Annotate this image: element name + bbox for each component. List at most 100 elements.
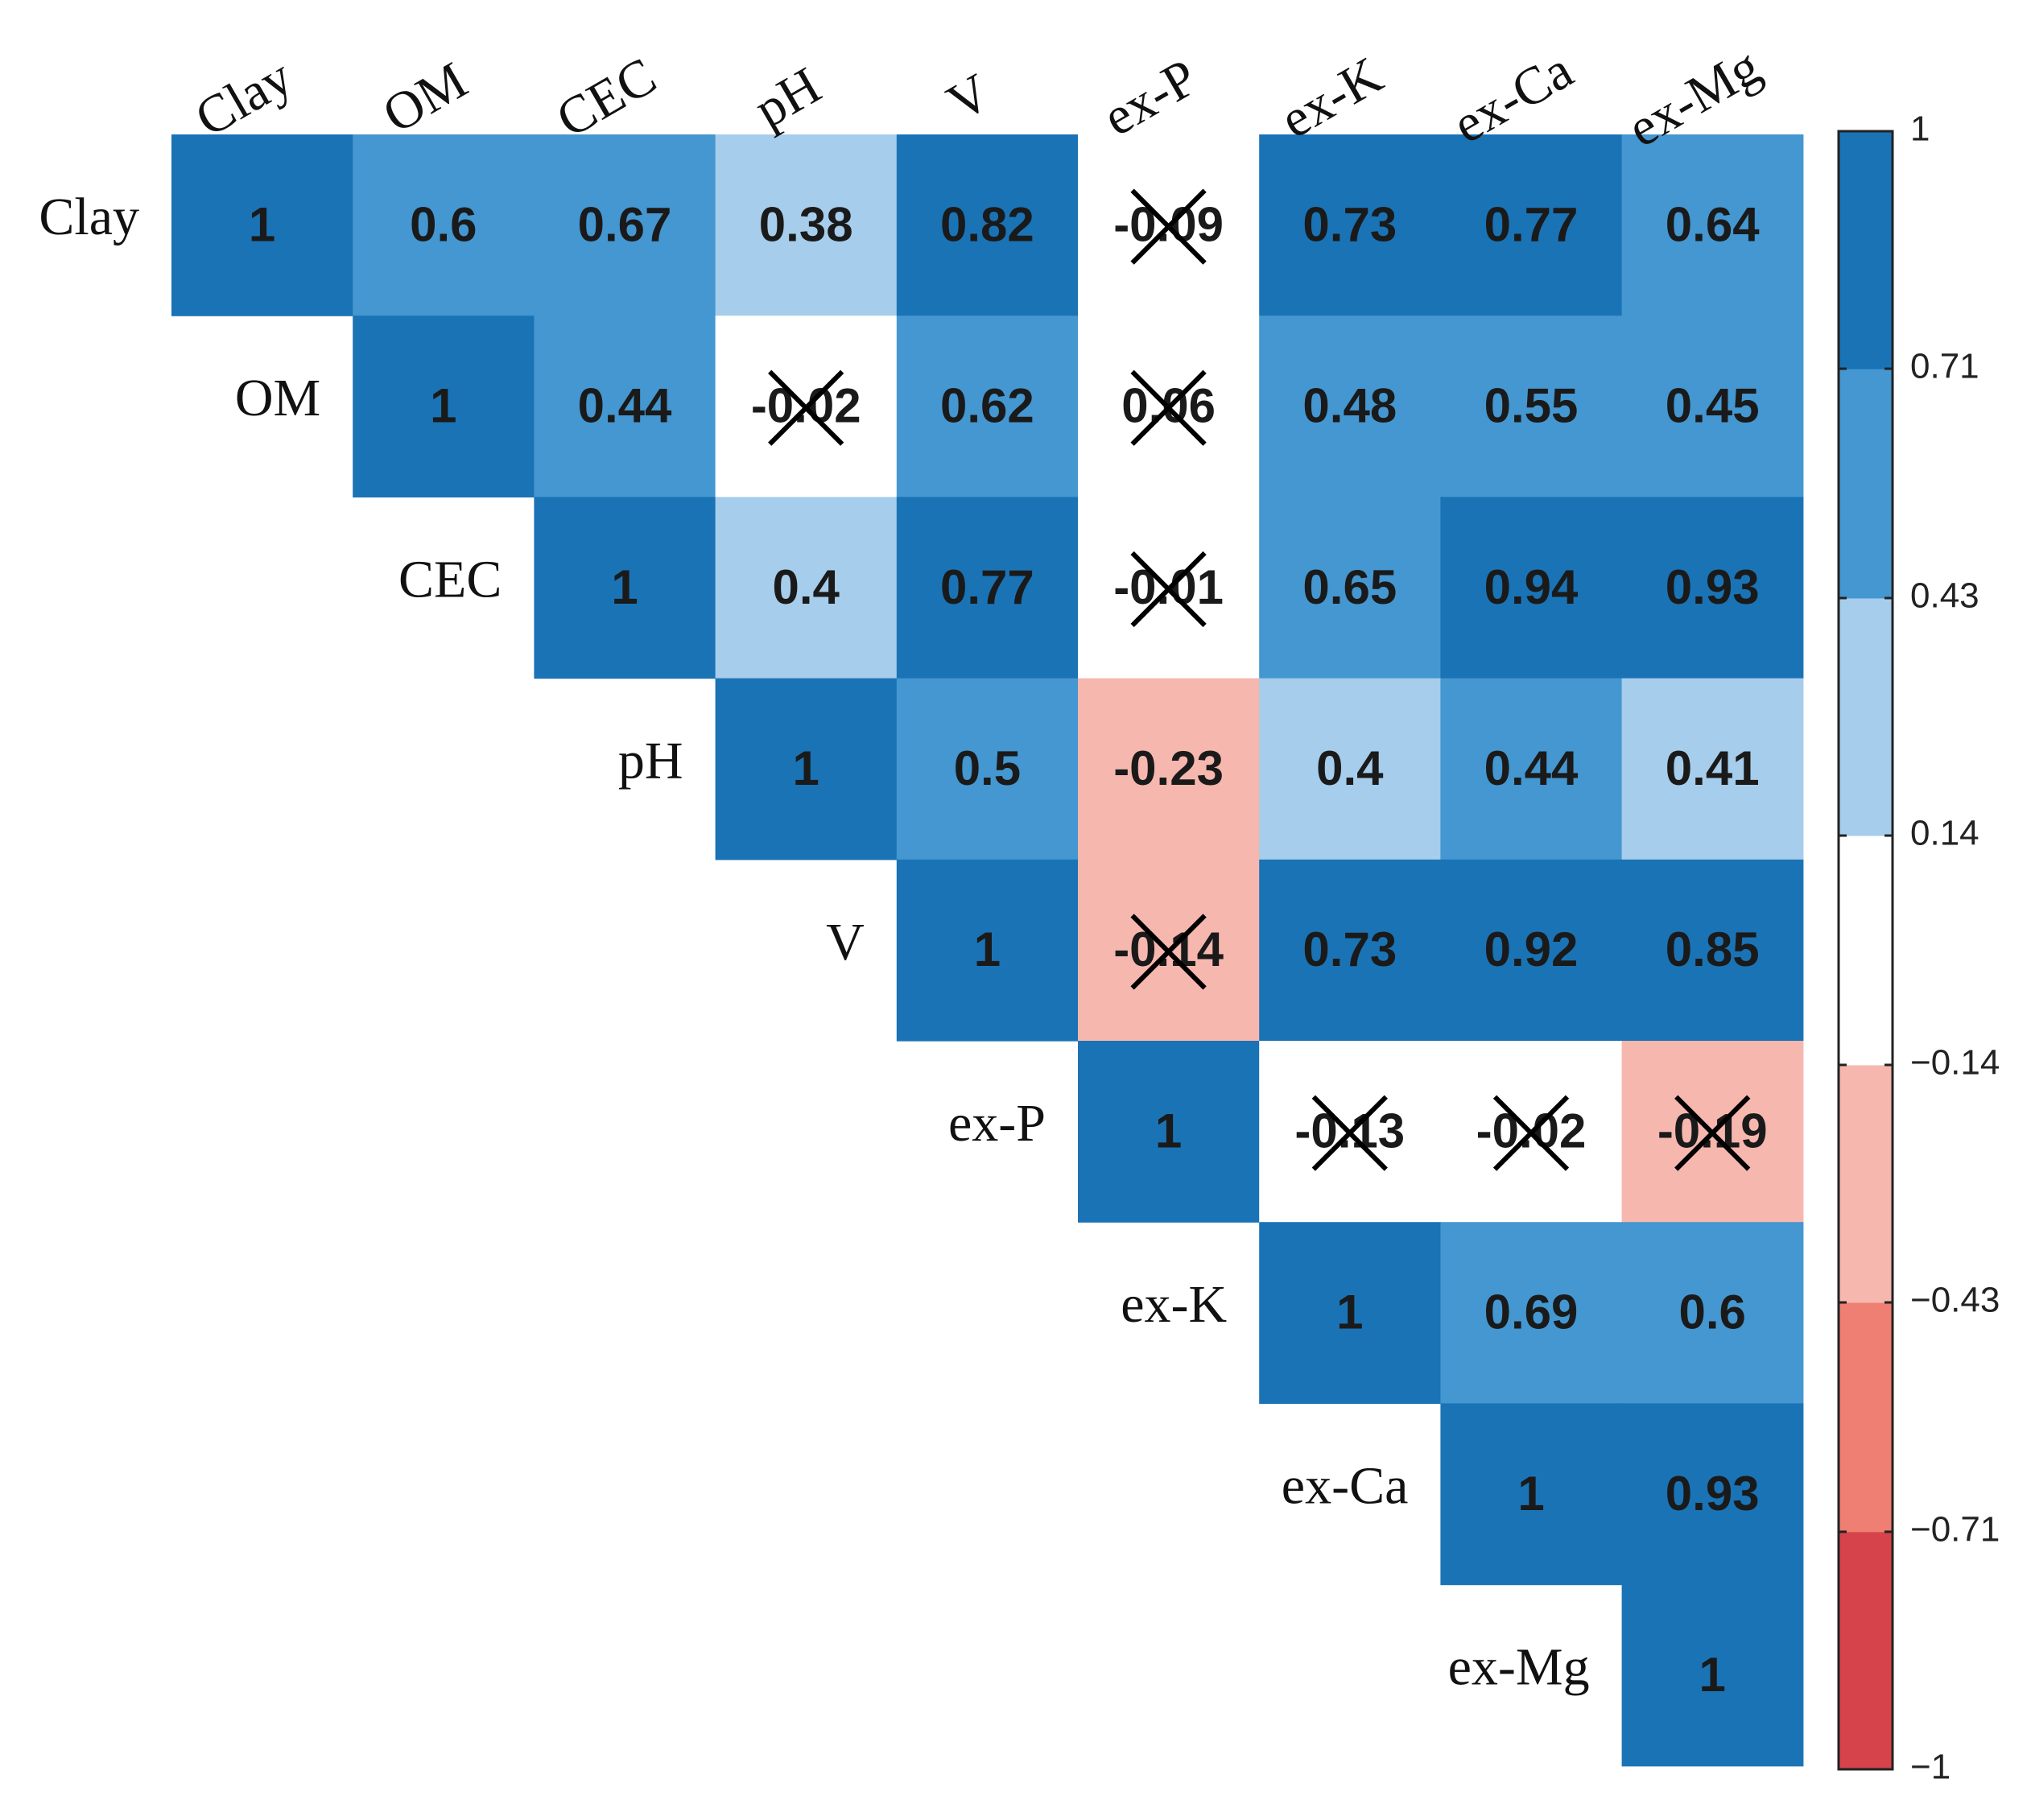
cell-clay-ex-p-cross [1130, 188, 1207, 265]
row-label-clay: Clay [39, 188, 139, 246]
cell-om-om-label: 1 [430, 379, 456, 433]
column-label-ex-k: ex-K [1271, 46, 1393, 150]
cell-ex-p-ex-k-cross [1311, 1095, 1388, 1171]
colorbar-tick-label-5: 0.43 [1910, 576, 1979, 616]
cell-v-v [896, 859, 1079, 1042]
cell-clay-ex-ca [1440, 134, 1623, 316]
cell-ex-k-ex-ca-label: 0.69 [1484, 1286, 1579, 1339]
colorbar: −1 −0.71 −0.43 −0.14 0.14 0.43 0.71 1 [1837, 109, 2000, 1787]
cell-cec-ex-mg-label: 0.93 [1666, 560, 1760, 614]
cell-clay-ex-mg-label: 0.64 [1666, 197, 1760, 251]
cell-ex-k-ex-k-label: 1 [1336, 1286, 1363, 1339]
row-label-ex-p: ex-P [948, 1094, 1046, 1153]
cell-cec-ex-p-cross-line-b [1130, 551, 1207, 628]
cell-ex-p-ex-mg-cross [1674, 1095, 1751, 1171]
colorbar-bin-2 [1839, 1064, 1893, 1303]
cell-ex-ca-ex-mg-label: 0.93 [1666, 1467, 1760, 1521]
cell-cec-ph-label: 0.4 [772, 560, 840, 614]
cell-v-ex-ca-label: 0.92 [1484, 922, 1579, 976]
cell-ph-ex-p [1078, 678, 1260, 860]
row-label-ex-mg: ex-Mg [1448, 1638, 1590, 1697]
cell-clay-v-label: 0.82 [940, 197, 1034, 251]
colorbar-bin-6 [1839, 131, 1893, 369]
cell-om-om [353, 316, 535, 497]
cell-om-ex-k-label: 0.48 [1302, 379, 1397, 433]
cell-ex-ca-ex-mg [1621, 1403, 1804, 1586]
colorbar-bin-5 [1839, 369, 1893, 599]
row-label-ex-ca: ex-Ca [1282, 1456, 1409, 1515]
column-label-v: V [938, 63, 1001, 133]
cell-ex-p-ex-p [1078, 1041, 1260, 1223]
cell-ph-ex-p-label: -0.23 [1113, 741, 1224, 795]
colorbar-tick-label-4: 0.14 [1910, 814, 1979, 853]
cell-v-ex-ca [1440, 859, 1623, 1042]
colorbar-tick-label-1: −0.71 [1910, 1510, 2000, 1550]
cell-v-ex-p-cross [1130, 914, 1207, 990]
cell-om-ex-k [1259, 316, 1441, 497]
cell-clay-ex-k-label: 0.73 [1302, 197, 1397, 251]
cell-om-cec [534, 316, 716, 497]
cell-ph-v-label: 0.5 [954, 741, 1021, 795]
cell-clay-ex-p-cross-line-b [1130, 188, 1207, 265]
cell-om-ex-p-cross-line-b [1130, 369, 1207, 446]
column-label-om: OM [374, 51, 477, 144]
cell-ex-p-ex-ca-cross [1492, 1095, 1570, 1171]
cell-cec-ex-k [1259, 497, 1441, 679]
cell-clay-ph [715, 134, 898, 316]
cell-v-ex-k [1259, 859, 1441, 1042]
colorbar-bin-4 [1839, 597, 1893, 836]
cell-clay-cec [534, 134, 716, 316]
row-label-cec: CEC [398, 550, 502, 609]
cell-clay-ex-mg [1621, 134, 1804, 316]
cell-v-ex-mg-label: 0.85 [1666, 922, 1760, 976]
cell-clay-clay [171, 134, 353, 316]
cell-ph-ph [715, 678, 898, 860]
cell-cec-ph [715, 497, 898, 679]
cell-om-v-label: 0.62 [940, 379, 1034, 433]
cell-ex-p-ex-mg-cross-line-b [1674, 1095, 1751, 1171]
cell-cec-cec-label: 1 [611, 560, 638, 614]
heatmap-value-labels: 10.60.670.380.82-0.090.730.770.6410.44-0… [249, 197, 1768, 1702]
colorbar-tick-label-0: −1 [1910, 1748, 1951, 1787]
column-label-cec: CEC [547, 47, 666, 149]
cell-ph-ex-mg [1621, 678, 1804, 860]
cell-om-ph-cross [768, 369, 844, 446]
cell-cec-ex-mg [1621, 497, 1804, 679]
cell-ph-ex-ca-label: 0.44 [1484, 741, 1579, 795]
cell-clay-v [896, 134, 1079, 316]
cell-ex-p-ex-k-cross-line-b [1311, 1095, 1388, 1171]
cell-cec-ex-p-cross [1130, 551, 1207, 628]
cell-om-ex-mg [1621, 316, 1804, 497]
cell-cec-v-label: 0.77 [940, 560, 1034, 614]
cell-v-v-label: 1 [974, 922, 1001, 976]
cell-clay-om-label: 0.6 [410, 197, 477, 251]
cell-om-ex-mg-label: 0.45 [1666, 379, 1760, 433]
cell-cec-cec [534, 497, 716, 679]
cell-om-ex-ca [1440, 316, 1623, 497]
cell-om-ex-p-cross [1130, 369, 1207, 446]
cell-ex-k-ex-k [1259, 1222, 1441, 1404]
cell-cec-ex-k-label: 0.65 [1302, 560, 1397, 614]
column-label-ex-p: ex-P [1093, 48, 1207, 148]
cell-om-ph-cross-line-b [768, 369, 844, 446]
cell-v-ex-p-cross-line-b [1130, 914, 1207, 990]
cell-ph-ex-k [1259, 678, 1441, 860]
cell-ph-v [896, 678, 1079, 860]
colorbar-bin-1 [1839, 1302, 1893, 1533]
cell-v-ex-k-label: 0.73 [1302, 922, 1397, 976]
cell-ph-ex-k-label: 0.4 [1316, 741, 1384, 795]
colorbar-frame [1837, 130, 1894, 1771]
cell-cec-ex-ca [1440, 497, 1623, 679]
cell-ex-ca-ex-ca-label: 1 [1517, 1467, 1544, 1521]
row-label-om: OM [235, 369, 320, 427]
row-label-v: V [826, 913, 865, 972]
cell-clay-ph-label: 0.38 [759, 197, 853, 251]
colorbar-tick-label-2: −0.43 [1910, 1281, 2000, 1320]
cell-cec-ex-ca-label: 0.94 [1484, 560, 1579, 614]
cell-v-ex-mg [1621, 859, 1804, 1042]
cell-ex-mg-ex-mg-label: 1 [1699, 1648, 1726, 1702]
column-label-clay: Clay [186, 47, 302, 149]
cell-ex-p-ex-p-label: 1 [1155, 1104, 1182, 1158]
